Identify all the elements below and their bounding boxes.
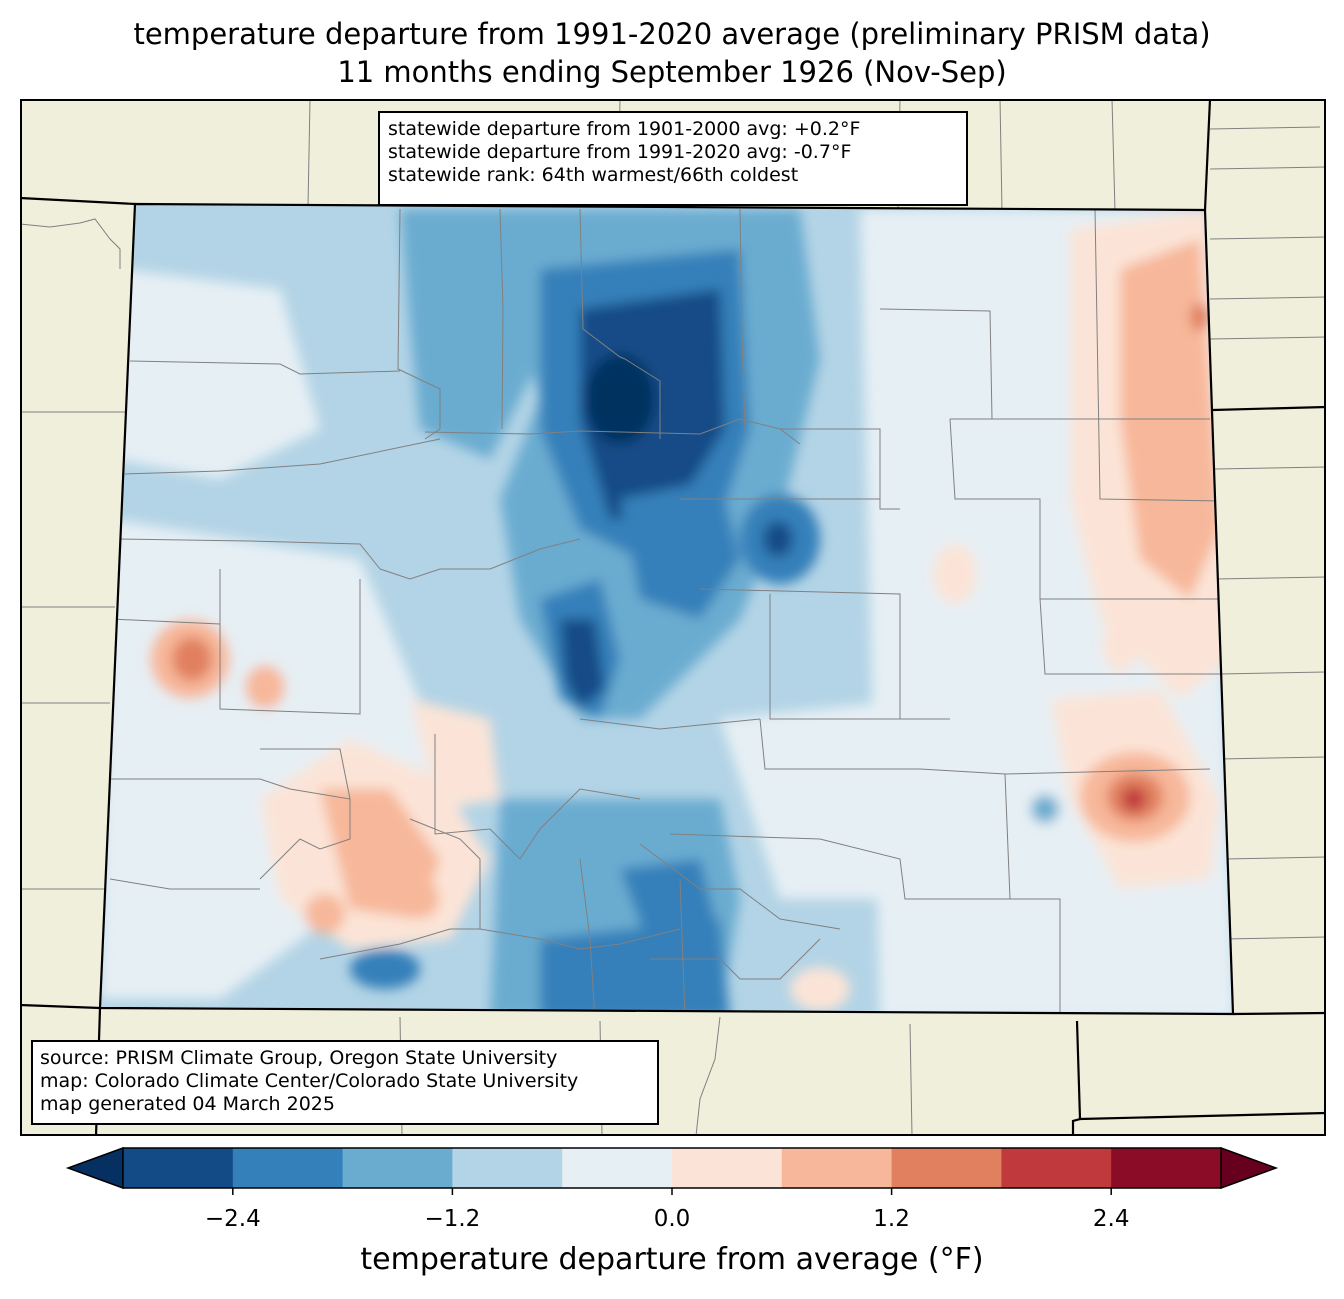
colorbar-swatch [232,1148,344,1188]
colorbar-swatch [1001,1148,1112,1188]
colorbar-swatch [1111,1148,1222,1188]
colorbar-swatch [891,1148,1002,1188]
colorbar [65,1146,1279,1195]
colorbar-swatch [452,1148,563,1188]
credit-map: map: Colorado Climate Center/Colorado St… [40,1070,579,1092]
map-title-line1: temperature departure from 1991-2020 ave… [133,17,1211,51]
colorbar-label: temperature departure from average (°F) [360,1242,984,1277]
colorbar-tick: 0.0 [653,1206,691,1232]
colorbar-swatch [562,1148,673,1188]
colorbar-swatch [781,1148,893,1188]
credits-box: source: PRISM Climate Group, Oregon Stat… [31,1040,659,1125]
credit-source: source: PRISM Climate Group, Oregon Stat… [40,1047,558,1069]
credit-generated: map generated 04 March 2025 [40,1093,335,1115]
colorbar-tick: −1.2 [424,1206,481,1232]
colorbar-tick: 1.2 [873,1206,910,1232]
map-title-line2: 11 months ending September 1926 (Nov-Sep… [337,55,1007,89]
stats-departure-1991-2020: statewide departure from 1991-2020 avg: … [388,141,852,163]
colorbar-swatch [342,1148,453,1188]
statewide-stats-box: statewide departure from 1901-2000 avg: … [378,111,968,206]
stats-departure-1901-2000: statewide departure from 1901-2000 avg: … [388,118,861,140]
colorbar-tick: 2.4 [1092,1206,1130,1232]
map-frame [20,99,1326,1136]
colorbar-swatch [123,1148,234,1188]
stats-rank: statewide rank: 64th warmest/66th coldes… [388,164,799,186]
colorado-county-lines [109,208,1221,1014]
colorbar-swatch [672,1148,783,1188]
colorado-temperature-map [20,99,1326,1136]
temperature-field [100,204,1233,1014]
colorbar-under-extend [65,1146,124,1190]
colorbar-over-extend [1220,1146,1279,1190]
colorbar-tick: −2.4 [204,1206,261,1232]
